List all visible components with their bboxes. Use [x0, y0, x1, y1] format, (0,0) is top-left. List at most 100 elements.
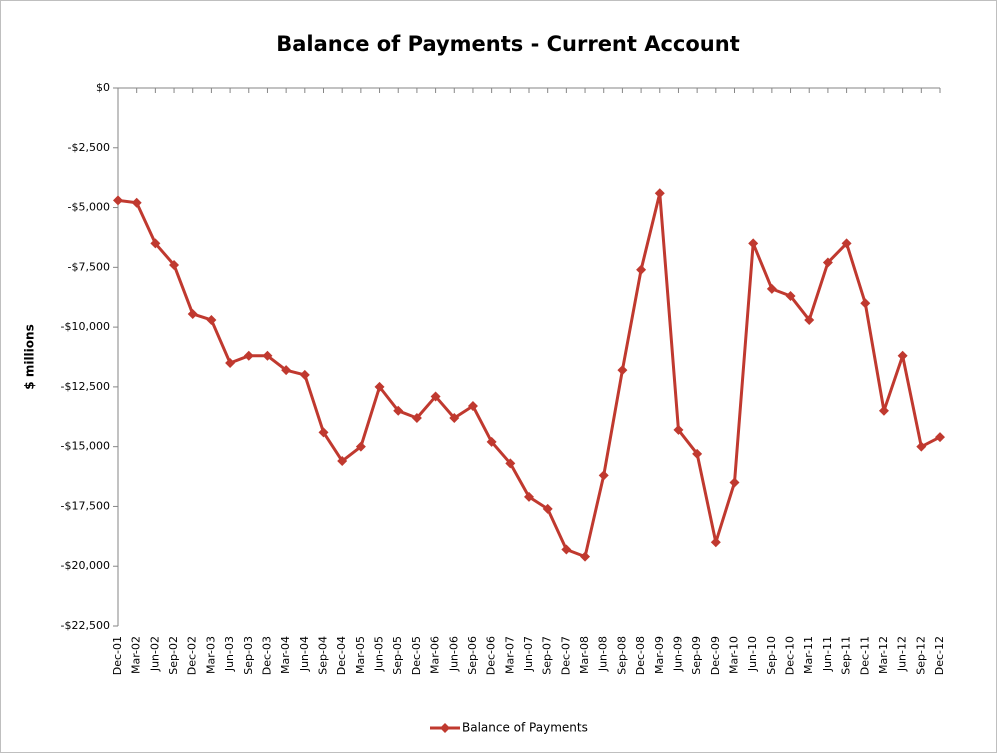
x-tick-label: Mar-02 — [130, 636, 143, 674]
x-tick-label: Dec-05 — [410, 636, 423, 675]
x-tick-label: Dec-11 — [858, 636, 871, 675]
x-tick-label: Jun-03 — [223, 636, 236, 672]
point-marker — [505, 458, 516, 469]
point-marker — [617, 365, 628, 376]
point-marker — [692, 448, 703, 459]
point-marker — [281, 365, 292, 376]
x-tick-label: Sep-12 — [914, 636, 927, 675]
point-marker — [187, 308, 198, 319]
point-marker — [710, 537, 721, 548]
point-marker — [299, 369, 310, 380]
point-marker — [860, 298, 871, 309]
x-tick-label: Mar-09 — [653, 636, 666, 674]
point-marker — [766, 283, 777, 294]
x-tick-label: Jun-09 — [671, 636, 684, 672]
x-tick-label: Sep-08 — [615, 636, 628, 675]
x-tick-label: Jun-02 — [148, 636, 161, 672]
x-tick-label: Jun-07 — [522, 636, 535, 672]
point-marker — [337, 456, 348, 467]
point-marker — [206, 314, 217, 325]
point-marker — [467, 401, 478, 412]
y-tick-label: -$20,000 — [61, 559, 110, 572]
point-marker — [729, 477, 740, 488]
point-marker — [486, 436, 497, 447]
x-tick-label: Sep-02 — [167, 636, 180, 675]
x-tick-label: Sep-07 — [541, 636, 554, 675]
point-marker — [822, 257, 833, 268]
point-marker — [430, 391, 441, 402]
point-marker — [113, 195, 123, 206]
x-tick-label: Dec-02 — [186, 636, 199, 675]
legend-marker — [440, 723, 450, 733]
x-tick-label: Dec-04 — [335, 636, 348, 675]
y-tick-label: $0 — [96, 81, 110, 94]
point-marker — [636, 264, 647, 275]
x-tick-label: Dec-01 — [111, 636, 124, 675]
y-tick-label: -$17,500 — [61, 499, 110, 512]
y-tick-label: -$10,000 — [61, 320, 110, 333]
x-tick-label: Mar-08 — [578, 636, 591, 674]
point-marker — [841, 238, 852, 249]
x-tick-label: Dec-09 — [709, 636, 722, 675]
x-tick-label: Dec-10 — [784, 636, 797, 675]
point-marker — [225, 357, 236, 368]
x-tick-label: Sep-06 — [466, 636, 479, 675]
point-marker — [262, 350, 273, 361]
y-axis-label: $ millions — [23, 324, 37, 389]
x-tick-label: Mar-11 — [802, 636, 815, 674]
y-tick-label: -$7,500 — [68, 260, 110, 273]
point-marker — [561, 544, 572, 555]
point-marker — [804, 314, 815, 325]
x-tick-label: Dec-08 — [634, 636, 647, 675]
x-tick-label: Sep-10 — [765, 636, 778, 675]
point-marker — [131, 197, 142, 208]
y-tick-label: -$22,500 — [61, 619, 110, 632]
x-tick-label: Mar-05 — [354, 636, 367, 674]
x-tick-label: Jun-04 — [298, 636, 311, 672]
point-marker — [748, 238, 759, 249]
point-marker — [524, 491, 534, 502]
x-tick-label: Dec-06 — [485, 636, 498, 675]
x-tick-label: Sep-04 — [317, 636, 330, 675]
point-marker — [243, 350, 254, 361]
x-tick-label: Mar-03 — [204, 636, 217, 674]
point-marker — [935, 432, 945, 443]
point-marker — [169, 259, 180, 270]
x-tick-label: Sep-09 — [690, 636, 703, 675]
point-marker — [150, 238, 161, 249]
x-tick-label: Jun-06 — [447, 636, 460, 672]
x-tick-label: Mar-07 — [503, 636, 516, 674]
point-marker — [897, 350, 908, 361]
x-tick-label: Jun-08 — [597, 636, 610, 672]
point-marker — [673, 424, 684, 435]
x-tick-label: Sep-03 — [242, 636, 255, 675]
y-tick-label: -$12,500 — [61, 380, 110, 393]
point-marker — [411, 412, 422, 423]
legend-label: Balance of Payments — [462, 721, 588, 735]
x-tick-label: Mar-10 — [728, 636, 741, 674]
point-marker — [355, 441, 366, 452]
chart-title: Balance of Payments - Current Account — [276, 32, 740, 56]
point-marker — [878, 405, 889, 416]
x-tick-label: Jun-05 — [373, 636, 386, 672]
y-tick-label: -$5,000 — [68, 201, 110, 214]
x-tick-label: Sep-11 — [840, 636, 853, 675]
x-tick-label: Jun-10 — [746, 636, 759, 672]
x-tick-label: Jun-11 — [821, 636, 834, 672]
x-tick-label: Dec-07 — [559, 636, 572, 675]
point-marker — [598, 470, 609, 481]
point-marker — [580, 551, 591, 562]
point-marker — [654, 188, 665, 199]
x-tick-label: Mar-12 — [877, 636, 890, 674]
point-marker — [393, 405, 404, 416]
x-tick-label: Mar-04 — [279, 636, 292, 674]
point-marker — [785, 291, 796, 302]
x-tick-label: Jun-12 — [896, 636, 909, 672]
x-tick-label: Dec-12 — [933, 636, 946, 675]
point-marker — [374, 381, 385, 392]
y-tick-label: -$2,500 — [68, 141, 110, 154]
y-tick-label: -$15,000 — [61, 440, 110, 453]
